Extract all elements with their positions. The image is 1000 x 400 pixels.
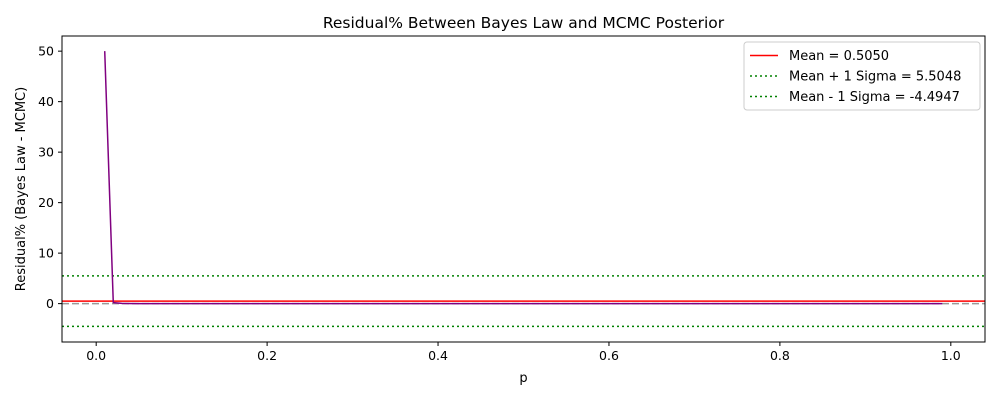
x-tick-label: 1.0 — [941, 348, 961, 363]
y-axis: 0 10 20 30 40 50 — [38, 44, 62, 311]
x-tick-label: 0.8 — [770, 348, 790, 363]
plot-frame — [61, 35, 986, 343]
y-tick-label: 20 — [38, 195, 54, 210]
legend-label-2: Mean - 1 Sigma = -4.4947 — [789, 90, 960, 105]
series-line-0 — [103, 51, 943, 305]
y-tick-label: 50 — [38, 44, 54, 59]
legend-label-1: Mean + 1 Sigma = 5.5048 — [789, 70, 961, 85]
y-tick-label: 0 — [46, 296, 54, 311]
chart-title: Residual% Between Bayes Law and MCMC Pos… — [323, 14, 725, 32]
legend: Mean = 0.5050 Mean + 1 Sigma = 5.5048 Mean… — [743, 41, 981, 111]
x-tick-label: 0.0 — [86, 348, 106, 363]
y-tick-label: 40 — [38, 94, 54, 109]
x-axis-label: p — [519, 371, 527, 386]
x-tick-label: 0.2 — [257, 348, 277, 363]
x-tick-label: 0.4 — [428, 348, 448, 363]
legend-box — [743, 41, 981, 111]
data-series — [103, 51, 943, 305]
legend-label-0: Mean = 0.5050 — [789, 49, 889, 64]
x-tick-label: 0.6 — [599, 348, 619, 363]
y-tick-label: 10 — [38, 246, 54, 261]
x-axis: 0.0 0.2 0.4 0.6 0.8 1.0 — [86, 342, 961, 363]
y-axis-label: Residual% (Bayes Law - MCMC) — [14, 87, 29, 291]
y-tick-label: 30 — [38, 145, 54, 160]
